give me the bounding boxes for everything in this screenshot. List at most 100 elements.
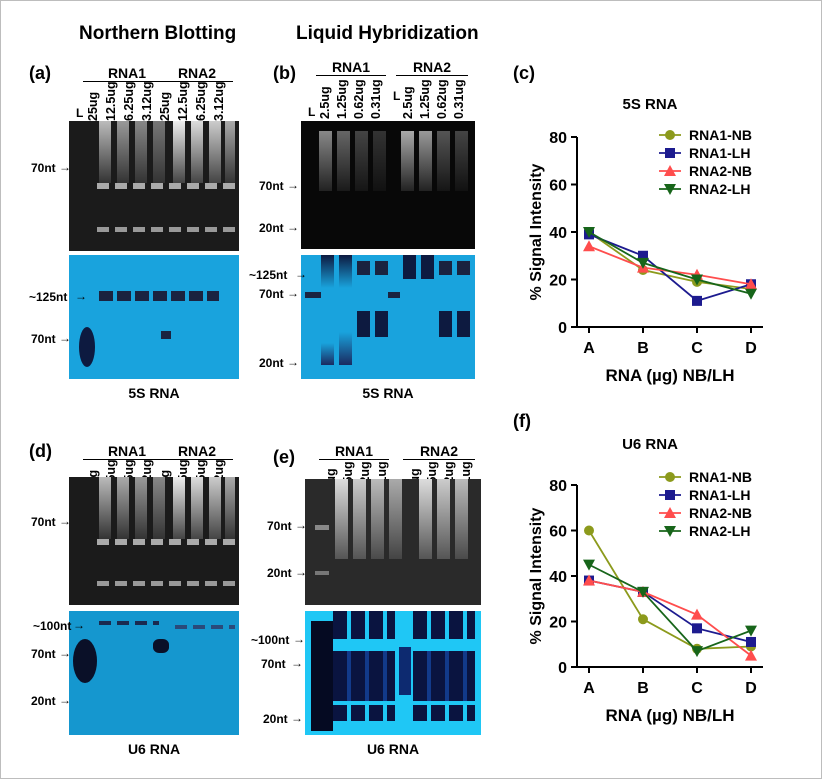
panel-b-lane-4: 0.31ug <box>369 79 383 119</box>
y-tick-label: 40 <box>549 569 567 586</box>
panel-a-blot-marker-70nt: 70nt <box>31 332 56 346</box>
panel-d-label: (d) <box>29 441 52 461</box>
panel-a-lane-ladder: L <box>76 106 84 120</box>
panel-e-group-rna1-line <box>319 459 389 460</box>
legend-marker <box>665 148 675 158</box>
header-liquid-hybridization: Liquid Hybridization <box>296 23 479 44</box>
arrow-icon: → <box>287 286 299 300</box>
panel-b-group-rna2-line <box>396 75 468 76</box>
panel-a-blot-marker-125nt: ~125nt <box>29 290 68 304</box>
legend-marker <box>664 184 676 195</box>
chart-title: 5S RNA <box>622 96 677 113</box>
data-point-rna2-lh <box>637 257 649 269</box>
y-tick-label: 0 <box>558 320 567 337</box>
data-point-rna1-lh <box>692 295 702 306</box>
panel-b-lane-ladder: L <box>308 105 316 119</box>
arrow-icon: → <box>295 565 307 579</box>
x-tick-label: A <box>583 680 595 697</box>
panel-a-gel-marker-70nt: 70nt <box>31 161 56 175</box>
y-tick-label: 80 <box>549 478 567 495</box>
panel-a-group-rna2: RNA2 <box>177 65 217 81</box>
legend-label: RNA1-NB <box>689 127 752 143</box>
arrow-icon: → <box>287 178 299 192</box>
panel-d-blot-marker-70nt: 70nt <box>31 647 56 661</box>
arrow-icon: → <box>73 618 85 632</box>
arrow-icon: → <box>287 220 299 234</box>
x-axis-label: RNA (µg) NB/LH <box>605 706 734 725</box>
legend-label: RNA2-NB <box>689 505 752 521</box>
panel-b-blot-image <box>301 255 475 379</box>
x-tick-label: A <box>583 340 595 357</box>
data-point-rna2-nb <box>583 574 595 586</box>
data-point-rna2-lh <box>691 646 703 658</box>
y-axis-label: % Signal Intensity <box>528 163 545 300</box>
x-tick-label: C <box>691 680 703 697</box>
panel-a-gel-image <box>69 121 239 251</box>
panel-b-gel-image <box>301 121 475 249</box>
panel-b-lane-7: 0.62ug <box>435 79 449 119</box>
panel-c-label: (c) <box>513 63 535 83</box>
panel-b-group-rna1-line <box>316 75 386 76</box>
chart-title: U6 RNA <box>622 436 678 453</box>
legend-label: RNA1-LH <box>689 145 750 161</box>
panel-a-blot-image <box>69 255 239 379</box>
y-tick-label: 40 <box>549 225 567 242</box>
panel-d-blot-image <box>69 611 239 735</box>
panel-b-label: (b) <box>273 63 296 83</box>
panel-d-gel-image <box>69 477 239 605</box>
panel-a-caption: 5S RNA <box>128 385 180 401</box>
panel-a-group-rna2-line <box>161 81 233 82</box>
data-point-rna2-lh <box>637 586 649 598</box>
data-point-rna2-nb <box>745 649 757 661</box>
series-line-rna1-nb <box>588 231 752 290</box>
y-tick-label: 20 <box>549 615 567 632</box>
data-point-rna2-lh <box>583 227 595 238</box>
panel-a-lane-6: 12.5ug <box>176 81 190 121</box>
panel-b-gel-marker-20nt: 20nt <box>259 221 284 235</box>
panel-e-group-rna2-line <box>403 459 475 460</box>
legend-marker <box>665 490 675 500</box>
x-tick-label: D <box>745 680 757 697</box>
panel-d-blot-marker-20nt: 20nt <box>31 694 56 708</box>
series-line-rna1-lh <box>588 579 752 643</box>
panel-e-group-rna2: RNA2 <box>419 443 459 459</box>
x-tick-label: D <box>745 340 757 357</box>
data-point-rna2-nb <box>745 278 757 290</box>
panel-b-lane-6: 1.25ug <box>418 79 432 119</box>
chart-u6-rna: U6 RNA 0 20 40 60 80 A B C D RNA (µg) NB/LH % Signa… <box>528 436 763 725</box>
header-northern-blotting: Northern Blotting <box>79 23 237 44</box>
panel-a-group-rna1-line <box>83 81 171 82</box>
data-point-rna1-lh <box>746 636 756 647</box>
panel-e-caption: U6 RNA <box>366 741 420 757</box>
data-point-rna2-nb <box>583 240 595 252</box>
panel-b-gel-marker-70nt: 70nt <box>259 179 284 193</box>
arrow-icon: → <box>59 331 71 345</box>
arrow-icon: → <box>295 267 307 281</box>
data-point-rna2-lh <box>745 288 757 300</box>
panel-b-group-rna1: RNA1 <box>331 59 371 75</box>
data-point-rna1-lh <box>692 623 702 634</box>
data-point-rna2-nb <box>691 608 703 620</box>
arrow-icon: → <box>287 355 299 369</box>
panel-e-blot-marker-20nt: 20nt <box>263 712 288 726</box>
arrow-icon: → <box>291 711 303 725</box>
legend-label: RNA1-LH <box>689 487 750 503</box>
chart-5s-rna: 5S RNA 0 20 40 60 80 A B C D RNA (µg) NB/LH % Signa… <box>528 96 763 385</box>
panel-f-label: (f) <box>513 411 531 431</box>
panel-b-blot-marker-20nt: 20nt <box>259 356 284 370</box>
panel-b-lane-ladder-2: L <box>393 89 401 103</box>
arrow-icon: → <box>59 160 71 174</box>
y-tick-label: 80 <box>549 130 567 147</box>
panel-a-label: (a) <box>29 63 51 83</box>
panel-e-gel-marker-20nt: 20nt <box>267 566 292 580</box>
panel-b-lane-8: 0.31ug <box>452 79 466 119</box>
legend-marker <box>665 472 675 482</box>
legend-label: RNA2-NB <box>689 163 752 179</box>
panel-b-blot-marker-125nt: ~125nt <box>249 268 288 282</box>
y-tick-label: 60 <box>549 524 567 541</box>
arrow-icon: → <box>59 693 71 707</box>
panel-e-label: (e) <box>273 447 295 467</box>
panel-a-lane-4: 3.12ug <box>140 81 154 121</box>
panel-b-lane-1: 2.5ug <box>318 86 332 119</box>
